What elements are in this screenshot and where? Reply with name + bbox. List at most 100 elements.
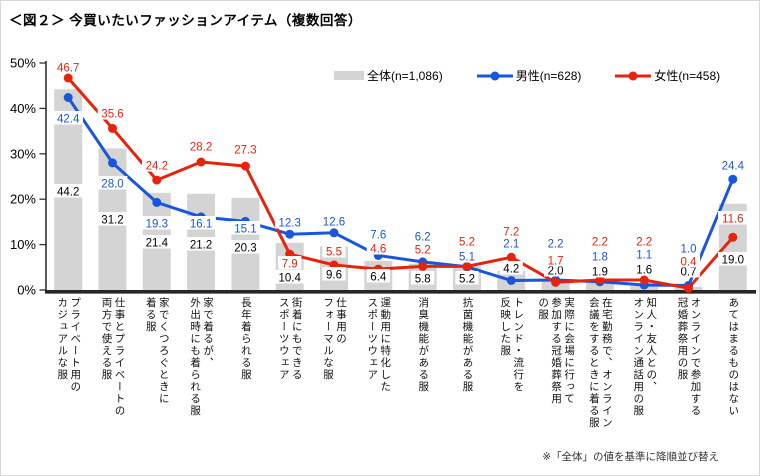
male-value-label-bg: [230, 221, 261, 235]
y-axis-tick-label: 20%: [10, 192, 36, 207]
y-axis-tick-label: 10%: [10, 237, 36, 252]
male-value-label-bg: [455, 249, 479, 263]
total-value-label: 5.8: [415, 274, 431, 286]
male-data-point: [728, 174, 738, 184]
male-value-label: 16.1: [190, 219, 212, 231]
total-value-label-bg: [230, 240, 261, 254]
female-value-label: 35.6: [101, 109, 123, 121]
female-value-label: 11.6: [722, 214, 744, 226]
total-value-label-bg: [411, 271, 435, 285]
total-value-label: 2.0: [548, 266, 564, 278]
x-axis-label: 家でくつろぐときに 着る服: [144, 297, 170, 405]
total-value-label: 4.2: [503, 264, 519, 276]
x-axis-label: 抗菌機能がある服: [461, 297, 474, 393]
female-value-label: 46.7: [57, 63, 79, 75]
male-value-label: 5.1: [459, 252, 475, 264]
total-value-label: 5.2: [459, 274, 475, 286]
legend-item-female: 女性(n=458): [615, 67, 720, 84]
total-value-label: 31.2: [101, 215, 123, 227]
male-value-label: 6.2: [415, 232, 431, 244]
y-axis-tick-label: 50%: [10, 56, 36, 71]
male-value-label: 7.6: [370, 230, 386, 242]
female-data-point: [595, 275, 605, 285]
male-value-label: 42.4: [57, 114, 80, 126]
male-value-label-bg: [319, 214, 349, 228]
total-value-label-bg: [588, 264, 612, 278]
footnote: ※「全体」の値を基準に降順並び替え: [542, 451, 719, 463]
male-value-label-bg: [588, 249, 612, 263]
male-data-point: [329, 228, 339, 238]
male-value-label-bg: [499, 236, 523, 250]
x-axis-label: 運動用に特化した スポーツウェア: [366, 297, 392, 393]
female-value-label: 0.4: [681, 257, 698, 269]
total-value-label-bg: [718, 252, 748, 266]
female-data-point: [684, 283, 693, 293]
legend-label-male: 男性(n=628): [515, 69, 582, 83]
chart-title: ＜図２＞ 今買いたいファッションアイテム（複数回答）: [9, 13, 362, 28]
female-value-label-bg: [718, 211, 748, 225]
female-value-label: 28.2: [190, 142, 212, 154]
female-value-label-bg: [278, 256, 302, 270]
female-value-label-bg: [632, 234, 656, 248]
female-data-point: [639, 275, 649, 285]
female-data-point: [108, 123, 117, 133]
y-axis-tick-label: 30%: [10, 146, 36, 161]
total-value-label: 6.4: [370, 272, 387, 284]
male-value-label: 12.3: [279, 218, 301, 230]
male-value-label: 1.1: [636, 250, 652, 262]
legend-label-total: 全体(n=1,086): [367, 69, 443, 83]
total-value-label: 9.6: [326, 270, 342, 282]
female-value-label-bg: [544, 253, 568, 267]
male-value-label-bg: [544, 236, 568, 250]
male-value-label-bg: [676, 241, 701, 255]
x-axis-label: 仕事用の フォーマルな服: [322, 297, 347, 381]
female-value-label: 5.5: [326, 247, 342, 259]
male-line-swatch: [476, 71, 513, 80]
female-value-label: 4.6: [370, 244, 386, 256]
female-value-label-bg: [366, 241, 390, 255]
female-value-label: 7.2: [503, 227, 519, 239]
male-data-point: [506, 276, 516, 285]
female-data-point: [196, 157, 206, 167]
total-value-label: 10.4: [279, 273, 302, 285]
male-value-label-bg: [411, 229, 435, 243]
total-value-label: 19.0: [722, 255, 744, 267]
female-data-point: [728, 232, 738, 242]
female-data-point: [418, 261, 428, 271]
x-axis-label: 街着にもできる スポーツウェア: [277, 297, 303, 381]
female-value-label: 2.2: [636, 237, 652, 249]
x-axis-label: 知人・友人との、 オンライン通話用の服: [632, 297, 658, 417]
female-value-label-bg: [186, 139, 216, 153]
female-value-label-bg: [142, 158, 172, 172]
male-value-label: 2.2: [548, 239, 564, 251]
male-value-label-bg: [274, 215, 305, 229]
total-value-label-bg: [499, 261, 523, 275]
female-data-point: [240, 161, 250, 171]
y-axis-tick-label: 0%: [17, 283, 36, 298]
x-axis-labels: プライベート用の カジュアルな服 仕事とプライベートの 両方で使える服 家でくつろぐとき…: [1, 297, 759, 467]
x-axis-label: 仕事とプライベートの 両方で使える服: [100, 297, 126, 417]
total-value-label: 1.6: [636, 265, 652, 277]
male-value-label: 24.4: [722, 161, 745, 173]
male-value-label-bg: [142, 216, 172, 230]
female-value-label-bg: [676, 254, 701, 268]
x-axis-label: プライベート用の カジュアルな服: [56, 297, 82, 393]
male-value-label: 1.8: [592, 252, 608, 264]
male-value-label: 28.0: [101, 179, 123, 191]
male-line: [66, 96, 735, 287]
legend: 全体(n=1,086) 男性(n=628) 女性(n=458): [334, 67, 720, 84]
total-value-label: 44.2: [57, 187, 79, 199]
total-value-label-bg: [97, 212, 128, 226]
male-value-label-bg: [186, 216, 216, 230]
legend-item-male: 男性(n=628): [476, 67, 582, 84]
female-value-label-bg: [97, 106, 128, 120]
x-axis-label: トレンド・流行を 反映した服: [499, 297, 525, 393]
x-axis-label: 家で着るが、 外出時にも着られる服: [189, 297, 215, 417]
total-value-label-bg: [632, 262, 656, 276]
female-value-label-bg: [499, 224, 523, 238]
male-data-point: [152, 197, 162, 207]
male-data-point: [285, 229, 295, 239]
female-value-label: 27.3: [234, 145, 256, 157]
female-value-label: 2.2: [592, 237, 608, 249]
male-value-label-bg: [97, 176, 128, 190]
